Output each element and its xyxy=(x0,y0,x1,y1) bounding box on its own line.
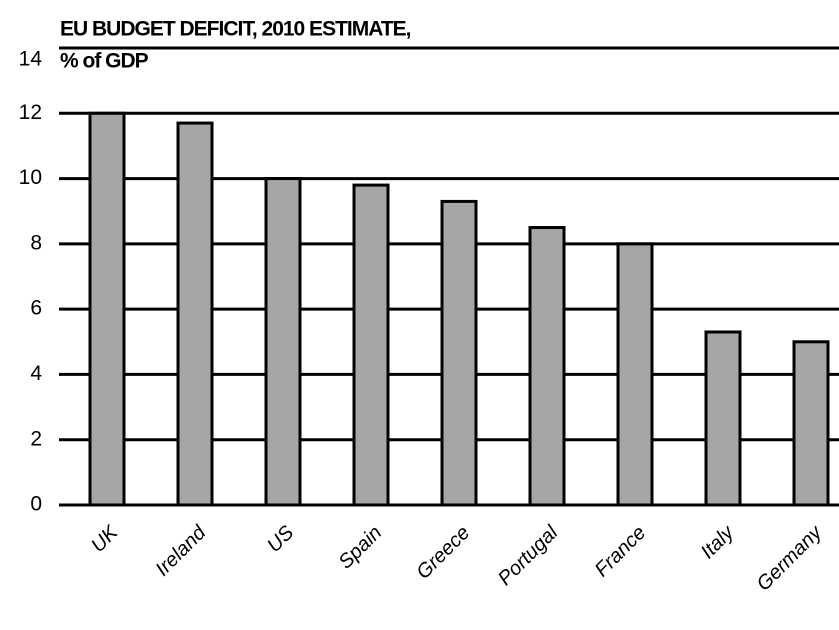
y-tick-label: 10 xyxy=(19,166,42,189)
x-tick-label: UK xyxy=(87,521,123,557)
bar xyxy=(352,183,390,507)
y-tick-label: 14 xyxy=(19,48,43,71)
x-tick-label: Ireland xyxy=(151,521,210,580)
x-tick-label: Portugal xyxy=(494,521,563,590)
chart-title: EU BUDGET DEFICIT, 2010 ESTIMATE, xyxy=(60,18,411,41)
y-tick-label: 8 xyxy=(30,231,42,254)
y-tick-label: 4 xyxy=(30,362,42,385)
x-tick-label: Greece xyxy=(412,522,474,584)
y-tick-label: 6 xyxy=(30,297,42,320)
x-tick-label: Germany xyxy=(753,521,827,595)
chart-subtitle: % of GDP xyxy=(60,50,149,73)
bar xyxy=(440,199,478,507)
x-tick-label: US xyxy=(263,521,299,557)
bar xyxy=(88,111,126,507)
bar xyxy=(792,340,830,507)
y-tick-label: 12 xyxy=(19,101,42,124)
y-tick-label: 0 xyxy=(30,493,42,516)
bar xyxy=(176,121,214,507)
x-tick-label: France xyxy=(591,522,651,582)
bar xyxy=(264,177,302,507)
x-tick-label: Italy xyxy=(697,521,739,563)
bar xyxy=(616,242,654,507)
x-tick-label: Spain xyxy=(335,522,387,574)
bar xyxy=(528,226,566,507)
bar xyxy=(704,330,742,507)
y-tick-label: 2 xyxy=(30,427,42,450)
